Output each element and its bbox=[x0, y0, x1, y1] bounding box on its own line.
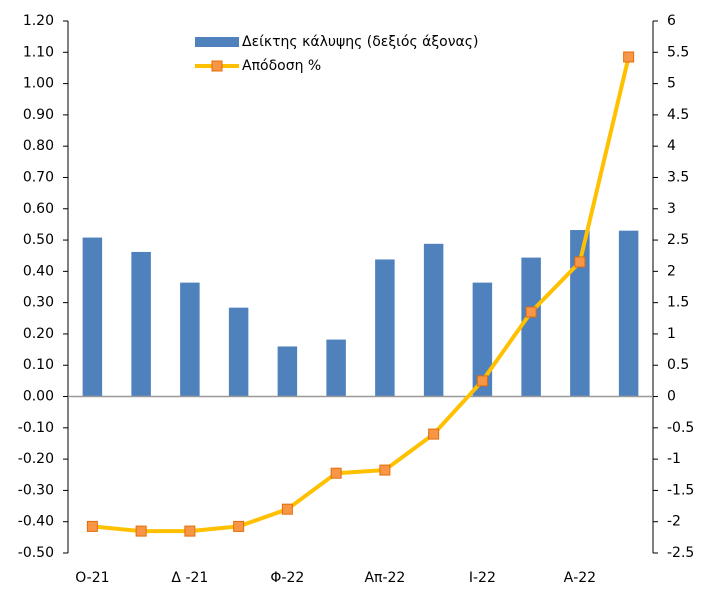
y2-tick-label: 1.5 bbox=[667, 295, 689, 311]
bar bbox=[472, 282, 493, 397]
marker bbox=[476, 375, 488, 387]
marker bbox=[233, 520, 245, 532]
y2-tick-label: -0.5 bbox=[667, 420, 694, 436]
bar bbox=[180, 282, 200, 397]
y2-tick-label: 3.5 bbox=[667, 169, 689, 185]
y2-tick-label: 3 bbox=[667, 201, 676, 217]
bar bbox=[423, 243, 444, 397]
x-tick-label: Ι-22 bbox=[469, 570, 496, 586]
legend-label: Δείκτης κάλυψης (δεξιός άξονας) bbox=[242, 34, 478, 50]
x-tick-label: O-21 bbox=[75, 570, 109, 586]
marker bbox=[379, 464, 391, 476]
bar bbox=[570, 230, 590, 397]
marker bbox=[86, 520, 98, 532]
y2-tick-label: -1.5 bbox=[667, 482, 694, 498]
y2-tick-label: -2.5 bbox=[667, 545, 694, 561]
y2-tick-label: 4 bbox=[667, 138, 676, 154]
y-tick-label: -0.30 bbox=[18, 482, 54, 498]
line bbox=[92, 56, 631, 534]
y-tick-label: 0.00 bbox=[23, 389, 54, 405]
y-tick-label: -0.10 bbox=[18, 420, 54, 436]
x-tick-label: Απ-22 bbox=[364, 570, 405, 586]
y-tick-label: -0.50 bbox=[18, 545, 54, 561]
y-tick-label: 0.90 bbox=[23, 107, 54, 123]
y-tick-label: 0.70 bbox=[23, 169, 54, 185]
legend-marker bbox=[211, 60, 223, 72]
bar bbox=[326, 339, 346, 397]
y-tick-label: 0.40 bbox=[23, 263, 54, 279]
legend-swatch bbox=[195, 37, 239, 47]
y-tick-label: -0.40 bbox=[18, 514, 54, 530]
y-tick-label: 1.10 bbox=[23, 44, 54, 60]
bar bbox=[131, 251, 151, 397]
y2-tick-label: 2.5 bbox=[667, 232, 689, 248]
bar bbox=[82, 237, 103, 397]
y-tick-label: 0.30 bbox=[23, 295, 54, 311]
marker bbox=[623, 51, 635, 63]
marker bbox=[428, 428, 440, 440]
y2-tick-label: 5.5 bbox=[667, 44, 689, 60]
y2-tick-label: -2 bbox=[667, 514, 681, 530]
marker bbox=[574, 256, 586, 268]
x-tick-label: Δ -21 bbox=[171, 570, 208, 586]
y-tick-label: 0.60 bbox=[23, 201, 54, 217]
y2-tick-label: 1 bbox=[667, 326, 676, 342]
y2-tick-label: 5 bbox=[667, 76, 676, 92]
x-tick-label: Φ-22 bbox=[270, 570, 304, 586]
y-tick-label: -0.20 bbox=[18, 451, 54, 467]
y-tick-label: 0.50 bbox=[23, 232, 54, 248]
y2-tick-label: 0 bbox=[667, 389, 676, 405]
y2-tick-label: 6 bbox=[667, 13, 676, 29]
x-tick-label: Α-22 bbox=[564, 570, 596, 586]
bar bbox=[521, 257, 541, 397]
bar bbox=[228, 307, 249, 397]
marker bbox=[135, 525, 147, 537]
marker bbox=[330, 467, 342, 479]
y-tick-label: 0.10 bbox=[23, 357, 54, 373]
y-tick-label: 1.00 bbox=[23, 76, 54, 92]
legend-label: Απόδοση % bbox=[242, 58, 321, 74]
bar bbox=[375, 259, 395, 397]
marker bbox=[281, 503, 293, 515]
y-tick-label: 0.80 bbox=[23, 138, 54, 154]
y-tick-label: 0.20 bbox=[23, 326, 54, 342]
marker bbox=[184, 525, 196, 537]
y-tick-label: 1.20 bbox=[23, 13, 54, 29]
y2-tick-label: 0.5 bbox=[667, 357, 689, 373]
y2-tick-label: -1 bbox=[667, 451, 681, 467]
y2-tick-label: 2 bbox=[667, 263, 676, 279]
y2-tick-label: 4.5 bbox=[667, 107, 689, 123]
bar bbox=[277, 346, 298, 397]
marker bbox=[525, 306, 537, 318]
bar bbox=[618, 230, 639, 397]
